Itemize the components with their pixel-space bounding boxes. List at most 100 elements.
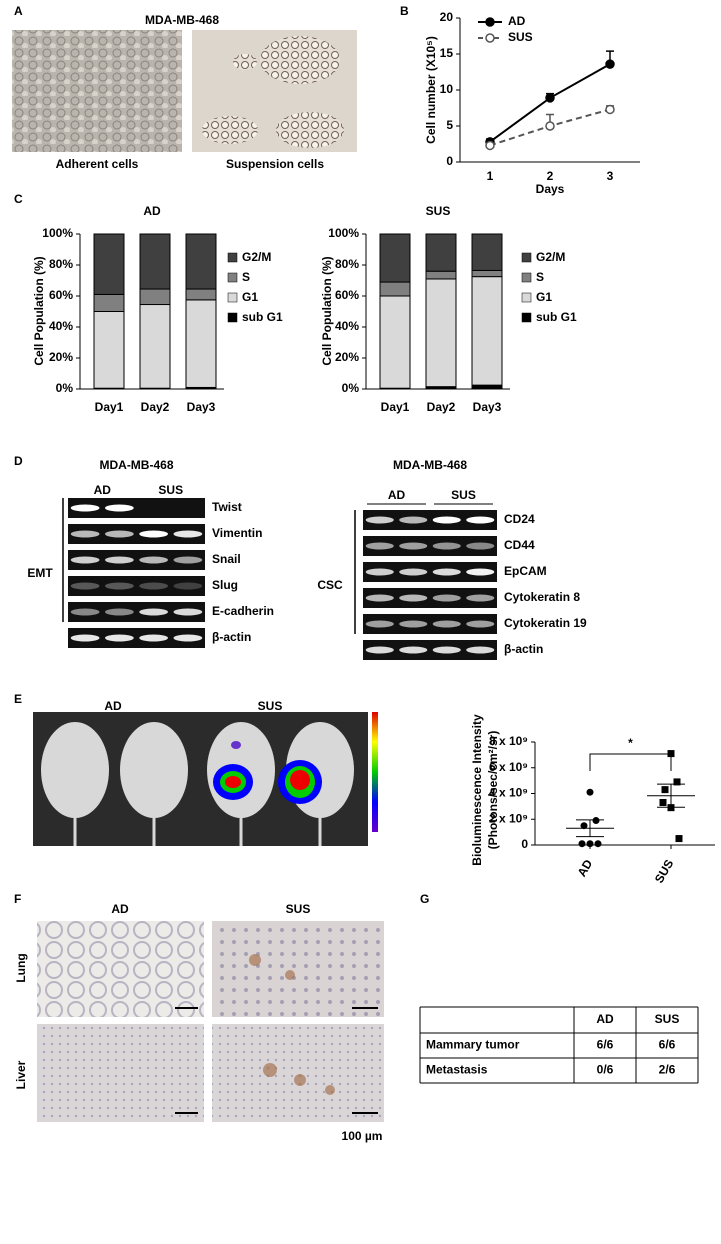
legend-label: sub G1 (242, 310, 283, 324)
y-tick-label: 0% (56, 381, 74, 395)
data-point (580, 822, 588, 830)
gel-band (432, 568, 461, 576)
bar-segment (471, 276, 503, 386)
gel-strip (68, 524, 205, 544)
y-tick-label: 40% (335, 319, 359, 333)
gene-label: Cytokeratin 19 (504, 616, 587, 630)
data-point (545, 121, 555, 131)
row-label: Lung (14, 953, 28, 982)
significance-bracket (589, 753, 672, 771)
annotation: * (628, 736, 633, 750)
bar-segment (379, 233, 411, 283)
gene-label: E-cadherin (212, 604, 274, 618)
y-tick-label: 0 (446, 154, 453, 168)
data-point (675, 835, 683, 843)
x-tick-label: AD (575, 857, 596, 879)
y-axis-label: Cell number (X10⁵) (424, 36, 438, 144)
bar-segment (471, 233, 503, 271)
bar-segment (139, 233, 171, 290)
x-tick-label: SUS (652, 857, 676, 885)
y-axis-label: Cell Population (%) (32, 256, 46, 365)
group-label: AD (94, 483, 112, 497)
gel-band (365, 646, 394, 654)
gel-band (399, 516, 428, 524)
y-tick-label: 10 (440, 82, 454, 96)
data-point (605, 104, 615, 115)
legend-label: G2/M (242, 250, 271, 264)
bar-segment (185, 288, 217, 301)
data-point (594, 840, 602, 848)
gene-label: Vimentin (212, 526, 262, 540)
legend-label: S (242, 270, 250, 284)
legend-label: SUS (508, 30, 533, 44)
y-tick-label: 4 x 10⁹ (489, 786, 528, 800)
y-axis-label: Cell Population (%) (320, 256, 334, 365)
row-label: Mammary tumor (426, 1038, 520, 1052)
gel-band (365, 594, 394, 602)
gel-band (70, 608, 100, 616)
y-tick-label: 20% (335, 350, 359, 364)
y-tick-label: 60% (335, 288, 359, 302)
gel-band (173, 556, 203, 564)
gel-band (466, 516, 495, 524)
x-tick-label: 3 (607, 169, 614, 183)
gel-band (104, 530, 134, 538)
bar-segment (185, 233, 217, 290)
bar-segment (93, 233, 125, 295)
gel-band (70, 634, 100, 642)
gel-title: MDA-MB-468 (99, 458, 173, 472)
x-tick-label: Day3 (473, 400, 502, 414)
legend-swatch (227, 272, 238, 283)
gel-band (365, 516, 394, 524)
gel-band (432, 542, 461, 550)
x-tick-label: Day1 (381, 400, 410, 414)
gel-band (399, 542, 428, 550)
gene-label: CD24 (504, 512, 535, 526)
gel-band (399, 646, 428, 654)
gel-band (139, 634, 169, 642)
gel-band (70, 530, 100, 538)
gel-band (173, 582, 203, 590)
data-point (586, 840, 594, 848)
gel-band (70, 582, 100, 590)
data-point (661, 786, 669, 794)
x-tick-label: Day2 (141, 400, 170, 414)
gel-band (432, 594, 461, 602)
x-tick-label: 1 (487, 169, 494, 183)
y-tick-label: 20% (49, 350, 73, 364)
bar-segment (185, 299, 217, 388)
gel-title: MDA-MB-468 (393, 458, 467, 472)
gel-band (432, 516, 461, 524)
y-tick-label: 6 x 10⁹ (489, 760, 528, 774)
gel-band (173, 634, 203, 642)
y-axis-label: (Photons/sec/cm²/sr) (486, 731, 500, 850)
gel-band (104, 608, 134, 616)
bar-segment (471, 384, 503, 390)
column-header: AD (596, 1012, 614, 1026)
chart-title: SUS (426, 204, 451, 218)
caption: Adherent cells (56, 157, 139, 171)
gel-band (173, 608, 203, 616)
y-tick-label: 8 x 10⁹ (489, 734, 528, 748)
gene-label: CD44 (504, 538, 535, 552)
legend-swatch (521, 292, 532, 303)
legend-marker (485, 33, 495, 43)
gel-band (104, 582, 134, 590)
bar-segment (425, 278, 457, 388)
y-tick-label: 0 (521, 837, 528, 851)
bracket-label: EMT (27, 566, 53, 580)
sem-bar (576, 819, 604, 838)
legend-label: S (536, 270, 544, 284)
y-tick-label: 20 (440, 10, 454, 24)
gene-label: Twist (212, 500, 242, 514)
y-tick-label: 100% (328, 226, 359, 240)
bar-segment (471, 269, 503, 278)
data-point (659, 799, 667, 807)
x-axis-label: Days (536, 182, 565, 196)
gene-label: Cytokeratin 8 (504, 590, 580, 604)
cell: 0/6 (597, 1063, 614, 1077)
panel-title: MDA-MB-468 (145, 13, 219, 27)
gel-band (466, 542, 495, 550)
y-tick-label: 0% (342, 381, 360, 395)
gene-label: β-actin (212, 630, 251, 644)
